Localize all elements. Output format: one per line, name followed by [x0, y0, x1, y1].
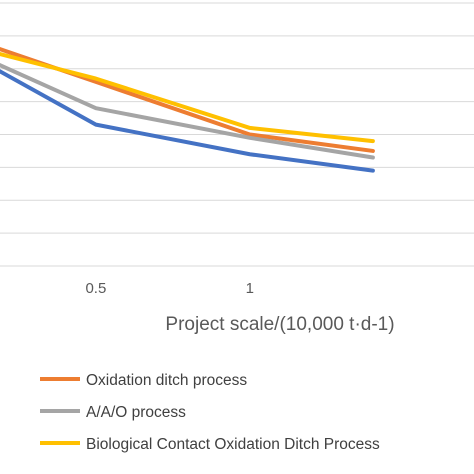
x-tick-label: 0.5 — [85, 280, 106, 297]
x-axis-title: Project scale/(10,000 t·d-1) — [165, 314, 394, 335]
series-line-4 — [0, 69, 375, 173]
series-lines — [0, 47, 375, 173]
series-line-3 — [0, 51, 375, 144]
legend-label: Oxidation ditch process — [86, 372, 247, 389]
series-line-2 — [0, 62, 375, 160]
x-tick-labels: 0.5 1 — [85, 280, 253, 297]
x-tick-label: 1 — [246, 280, 254, 297]
legend: Oxidation ditch process A/A/O process Biol… — [40, 372, 380, 453]
legend-label: A/A/O process — [86, 404, 186, 421]
series-line-1 — [0, 47, 375, 153]
legend-label: Biological Contact Oxidation Ditch Proce… — [86, 436, 380, 453]
